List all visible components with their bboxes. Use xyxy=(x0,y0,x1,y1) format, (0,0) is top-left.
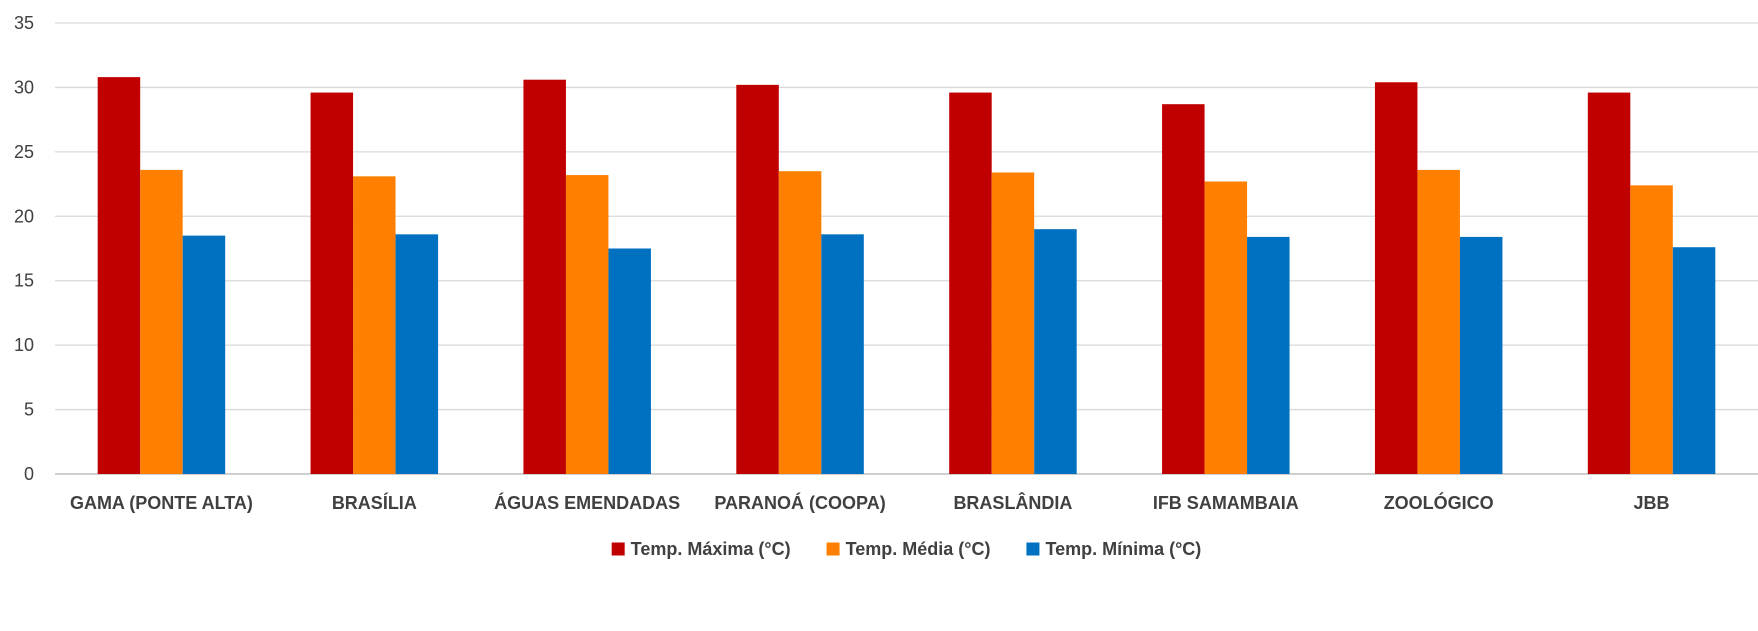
legend-label: Temp. Mínima (°C) xyxy=(1045,539,1201,559)
legend-swatch xyxy=(611,542,625,556)
legend: Temp. Máxima (°C) Temp. Média (°C) Temp. M… xyxy=(611,539,1201,559)
legend-label: Temp. Máxima (°C) xyxy=(631,539,791,559)
y-tick-label: 30 xyxy=(14,77,34,97)
x-category-label: ÁGUAS EMENDADAS xyxy=(494,492,680,513)
bar xyxy=(736,84,779,474)
x-category-label: BRASÍLIA xyxy=(332,492,417,513)
legend-swatch xyxy=(826,542,840,556)
bar xyxy=(821,234,864,474)
bar xyxy=(97,77,141,475)
legend-item: Temp. Mínima (°C) xyxy=(1026,539,1201,559)
gridlines xyxy=(55,22,1758,475)
bar xyxy=(608,248,651,474)
y-axis-ticks: 0 5 10 15 20 25 30 35 xyxy=(14,13,34,484)
y-tick-label: 20 xyxy=(14,206,34,226)
bar xyxy=(1034,229,1077,474)
bar xyxy=(1162,104,1205,475)
bar xyxy=(565,175,609,474)
bar xyxy=(1417,169,1460,474)
x-axis-labels: GAMA (PONTE ALTA) BRASÍLIA ÁGUAS EMENDADAS… xyxy=(70,492,1670,513)
bar xyxy=(1672,247,1716,474)
x-category-label: IFB SAMAMBAIA xyxy=(1153,493,1299,513)
bar xyxy=(1459,236,1503,474)
bar xyxy=(949,92,992,474)
y-tick-label: 15 xyxy=(14,271,34,291)
bar xyxy=(310,92,354,474)
bar xyxy=(1374,82,1418,474)
x-category-label: ZOOLÓGICO xyxy=(1384,492,1494,513)
y-tick-label: 10 xyxy=(14,335,34,355)
y-tick-label: 35 xyxy=(14,13,34,33)
bar xyxy=(395,234,439,474)
legend-item: Temp. Máxima (°C) xyxy=(611,539,791,559)
bar xyxy=(523,79,566,474)
bar xyxy=(1587,92,1631,474)
y-tick-label: 0 xyxy=(24,464,34,484)
x-category-label: BRASLÂNDIA xyxy=(953,492,1072,513)
bar xyxy=(1247,236,1290,474)
bar xyxy=(1630,185,1673,475)
bar xyxy=(182,235,226,474)
x-category-label: GAMA (PONTE ALTA) xyxy=(70,493,253,513)
bar xyxy=(1204,181,1248,474)
y-tick-label: 25 xyxy=(14,142,34,162)
bar xyxy=(140,169,183,474)
bar xyxy=(353,176,396,474)
legend-label: Temp. Média (°C) xyxy=(846,539,991,559)
bar xyxy=(991,172,1035,474)
legend-item: Temp. Média (°C) xyxy=(826,539,991,559)
x-category-label: JBB xyxy=(1634,493,1670,513)
bar xyxy=(778,171,822,474)
x-category-label: PARANOÁ (COOPA) xyxy=(714,492,885,513)
y-tick-label: 5 xyxy=(24,400,34,420)
bars xyxy=(97,77,1716,475)
legend-swatch xyxy=(1026,542,1040,556)
